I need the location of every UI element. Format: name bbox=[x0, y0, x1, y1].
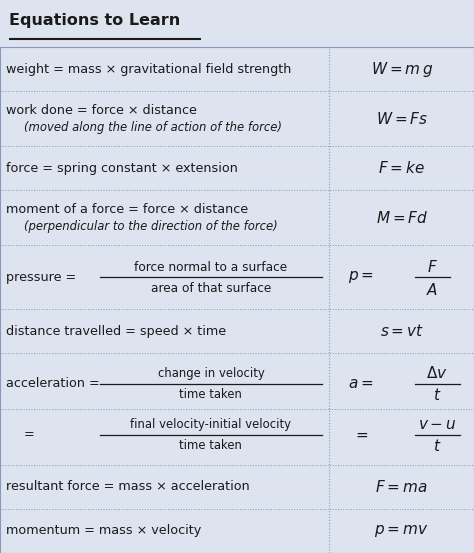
Text: $A$: $A$ bbox=[427, 281, 438, 298]
Text: acceleration =: acceleration = bbox=[6, 377, 103, 390]
Text: time taken: time taken bbox=[180, 388, 242, 401]
Text: $F$: $F$ bbox=[427, 259, 438, 275]
Text: $F = ke$: $F = ke$ bbox=[378, 160, 425, 176]
Text: time taken: time taken bbox=[180, 439, 242, 452]
Text: $t$: $t$ bbox=[433, 387, 441, 403]
Text: momentum = mass × velocity: momentum = mass × velocity bbox=[6, 524, 201, 538]
Text: $W = Fs$: $W = Fs$ bbox=[375, 111, 428, 127]
Text: distance travelled = speed × time: distance travelled = speed × time bbox=[6, 325, 226, 338]
Text: $\Delta v$: $\Delta v$ bbox=[427, 366, 448, 382]
Text: area of that surface: area of that surface bbox=[151, 283, 271, 295]
Text: $p = mv$: $p = mv$ bbox=[374, 523, 429, 539]
Text: $= $: $= $ bbox=[353, 427, 369, 442]
Text: $t$: $t$ bbox=[433, 438, 441, 454]
Text: $a = $: $a = $ bbox=[348, 377, 374, 390]
Text: weight = mass × gravitational field strength: weight = mass × gravitational field stre… bbox=[6, 62, 291, 76]
Text: resultant force = mass × acceleration: resultant force = mass × acceleration bbox=[6, 481, 249, 493]
Text: $M = Fd$: $M = Fd$ bbox=[375, 210, 428, 226]
Text: moment of a force = force × distance: moment of a force = force × distance bbox=[6, 203, 248, 216]
Text: =: = bbox=[24, 428, 38, 441]
Text: force = spring constant × extension: force = spring constant × extension bbox=[6, 161, 237, 175]
Text: $F = ma$: $F = ma$ bbox=[375, 479, 428, 495]
Text: $W = m\,g$: $W = m\,g$ bbox=[371, 60, 433, 79]
Text: $v - u$: $v - u$ bbox=[418, 418, 456, 432]
Text: final velocity-initial velocity: final velocity-initial velocity bbox=[130, 418, 292, 431]
Text: $p = $: $p = $ bbox=[348, 269, 374, 285]
Bar bbox=[0, 0, 474, 47]
Text: change in velocity: change in velocity bbox=[157, 367, 264, 380]
Text: (moved along the line of action of the force): (moved along the line of action of the f… bbox=[24, 121, 282, 134]
Text: Equations to Learn: Equations to Learn bbox=[9, 13, 180, 28]
Text: work done = force × distance: work done = force × distance bbox=[6, 104, 197, 117]
Text: $s = vt$: $s = vt$ bbox=[380, 324, 424, 340]
Text: (perpendicular to the direction of the force): (perpendicular to the direction of the f… bbox=[24, 220, 277, 233]
Text: pressure =: pressure = bbox=[6, 271, 80, 284]
Text: force normal to a surface: force normal to a surface bbox=[134, 261, 288, 274]
